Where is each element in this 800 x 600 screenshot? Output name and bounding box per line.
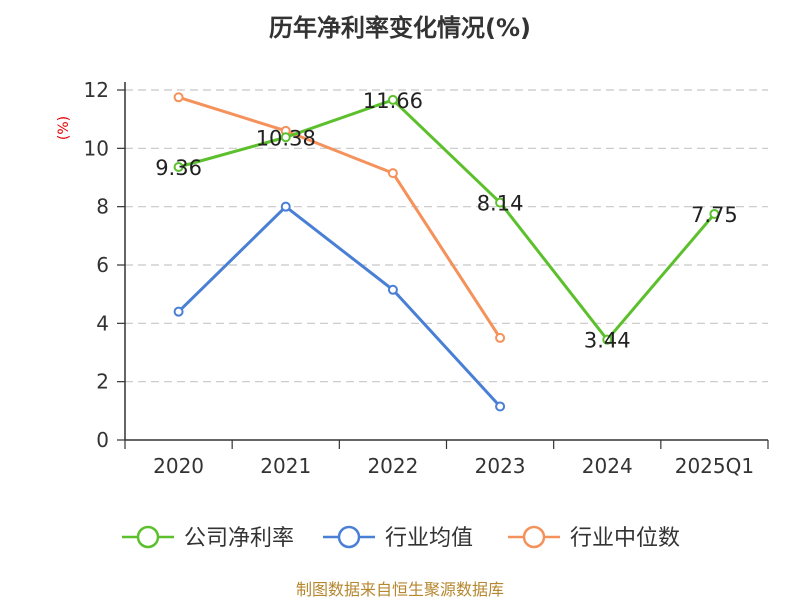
data-point [280, 132, 291, 143]
x-tick-label: 2021 [260, 454, 311, 478]
y-tick-label: 2 [96, 370, 109, 394]
y-tick-label: 6 [96, 253, 109, 277]
legend-label: 行业中位数 [570, 526, 680, 551]
legend: 公司净利率 行业均值 行业中位数 [122, 525, 680, 551]
data-label: 10.38 [256, 126, 316, 150]
data-point [709, 208, 720, 219]
data-point [495, 401, 506, 412]
source-note: 制图数据来自恒生聚源数据库 [296, 580, 504, 599]
y-tick-label: 10 [84, 136, 109, 160]
data-point [387, 168, 398, 179]
x-tick-label: 2023 [475, 454, 526, 478]
data-point [495, 332, 506, 343]
series-line-1 [177, 205, 502, 408]
data-point [387, 94, 398, 105]
data-labels: 9.36 10.38 11.66 8.14 3.44 7.75 [155, 89, 738, 353]
data-label: 9.36 [155, 156, 202, 180]
data-point [173, 162, 184, 172]
y-tick-label: 0 [96, 428, 109, 452]
x-tick-label: 2022 [367, 454, 418, 478]
series-line-0 [178, 98, 716, 342]
y-axis-label: (%) [56, 116, 72, 140]
y-tick-label: 4 [96, 311, 109, 335]
data-point [173, 306, 184, 317]
data-point [173, 92, 184, 103]
y-tick-label: 12 [84, 78, 109, 102]
legend-marker [522, 525, 546, 549]
data-point [495, 197, 506, 208]
series-line-2 [178, 95, 502, 339]
series-points [173, 92, 720, 412]
legend-label: 公司净利率 [184, 526, 294, 551]
x-tick-label: 2020 [153, 454, 204, 478]
data-point [387, 284, 398, 295]
legend-marker [136, 525, 160, 549]
legend-marker [337, 525, 361, 549]
data-label: 7.75 [691, 203, 738, 227]
series-lines [177, 95, 716, 408]
y-tick-label: 8 [96, 195, 109, 219]
axes: 0 2 4 6 8 10 12 2020 2021 2022 2023 2024 2025Q1 [84, 78, 769, 478]
x-tick-label: 2024 [582, 454, 633, 478]
data-label: 11.66 [363, 89, 423, 113]
grid-lines [125, 89, 768, 383]
data-point [602, 334, 613, 345]
data-label: 8.14 [477, 192, 524, 216]
x-tick-label: 2025Q1 [675, 454, 754, 478]
data-label: 3.44 [584, 329, 631, 353]
data-point [280, 201, 291, 212]
legend-label: 行业均值 [385, 526, 473, 551]
chart-title: 历年净利率变化情况(%) [269, 14, 531, 42]
